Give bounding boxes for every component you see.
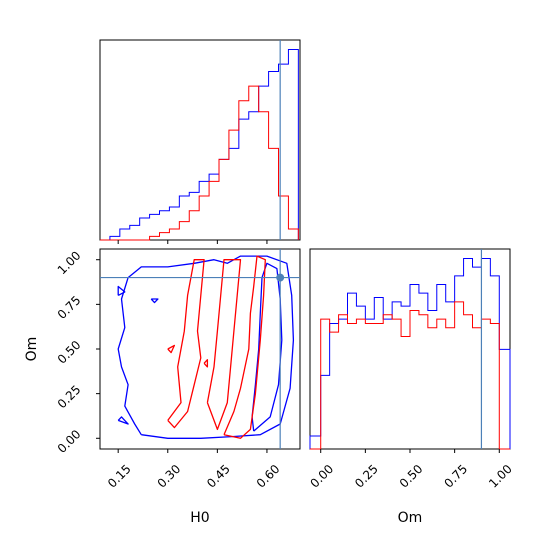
tick-label-om-y-4: 1.00: [55, 248, 84, 277]
hist-h0-panel: [99, 39, 301, 241]
hist-h0-layer: [100, 40, 299, 241]
hist-om-panel: [309, 248, 511, 450]
tick-label-om-x-1: 0.25: [352, 462, 381, 491]
tick-label-om-y-3: 0.75: [55, 293, 84, 322]
tick-label-h0-3: 0.60: [254, 462, 283, 491]
contour-blue-3: [117, 416, 129, 425]
contour-blue-0: [117, 255, 295, 439]
tick-label-om-x-4: 1.00: [486, 462, 515, 491]
hist-om-red: [310, 301, 510, 450]
x-axis-label-h0: H0: [190, 510, 209, 526]
tick-label-h0-0: 0.15: [105, 462, 134, 491]
contour-red-0: [223, 255, 266, 439]
contour-layer: [100, 249, 300, 449]
tick-label-h0-2: 0.45: [204, 462, 233, 491]
ticks-layer: 0.15 0.30 0.45 0.60 0.00 0.25 0.50 0.75 1.00 0.00…: [55, 240, 515, 491]
hist-h0-blue: [100, 49, 299, 241]
tick-label-om-x-3: 0.75: [441, 462, 470, 491]
tick-label-h0-1: 0.30: [155, 462, 184, 491]
contour-red-4: [203, 359, 209, 368]
tick-label-om-x-2: 0.50: [397, 462, 426, 491]
tick-label-om-y-2: 0.50: [55, 338, 84, 367]
x-axis-label-om: Om: [398, 510, 423, 526]
tick-label-om-x-0: 0.00: [307, 462, 336, 491]
contour-blue-2: [117, 285, 126, 296]
contour-blue-1: [251, 262, 283, 432]
hist-om-blue: [309, 258, 511, 449]
contour-red-3: [167, 344, 176, 354]
truth-point: [276, 273, 285, 282]
contour-blue-4: [150, 298, 159, 304]
y-axis-label-om: Om: [24, 337, 40, 362]
tick-label-om-y-0: 0.00: [55, 427, 84, 456]
hist-om-layer: [309, 249, 511, 450]
hist-h0-red: [100, 85, 299, 241]
tick-label-om-y-1: 0.25: [55, 382, 84, 411]
